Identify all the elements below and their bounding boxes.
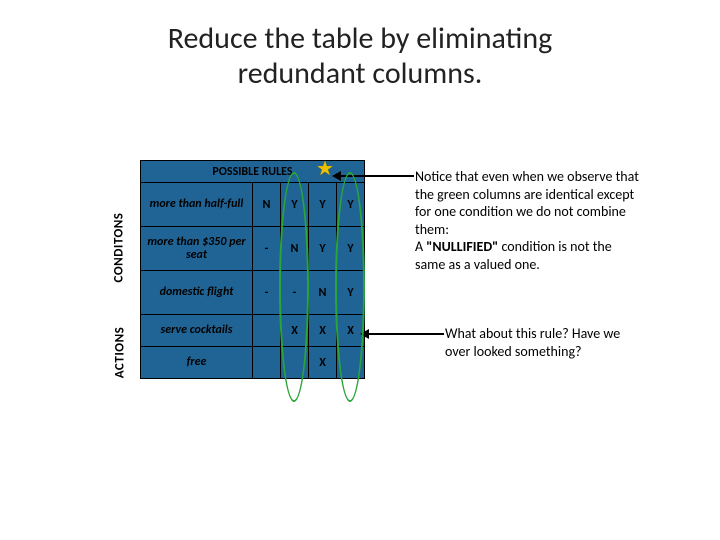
table-row: more than half-full N Y Y Y: [141, 183, 365, 227]
table-row: free X: [141, 347, 365, 379]
actions-side-label: ACTIONS: [112, 327, 127, 379]
cell: X: [309, 315, 337, 347]
row-label-cond3: domestic flight: [141, 271, 253, 315]
cell: Y: [309, 227, 337, 271]
cell: N: [253, 183, 281, 227]
highlight-ellipse-col4: [335, 172, 365, 402]
title-line1: Reduce the table by eliminating: [168, 20, 553, 57]
title-line2: redundant columns.: [238, 55, 483, 92]
row-label-cond1: more than half-full: [141, 183, 253, 227]
decision-table-diagram: ★ CONDITONS ACTIONS POSSIBLE RULES more …: [60, 160, 460, 460]
arrow-line-2: [368, 333, 444, 335]
cell: Y: [309, 183, 337, 227]
conditions-side-label: CONDITONS: [111, 213, 126, 283]
star-icon: ★: [316, 156, 334, 181]
cell: -: [253, 271, 281, 315]
row-label-cond2: more than $350 per seat: [141, 227, 253, 271]
cell: [253, 315, 281, 347]
cell: X: [309, 347, 337, 379]
table-row: serve cocktails X X X: [141, 315, 365, 347]
callout-note-1: Notice that even when we observe that th…: [415, 168, 710, 273]
table-row: domestic flight - - N Y: [141, 271, 365, 315]
cell: N: [309, 271, 337, 315]
cell: -: [253, 227, 281, 271]
row-label-act1: serve cocktails: [141, 315, 253, 347]
table-row: more than $350 per seat - N Y Y: [141, 227, 365, 271]
callout-note-2: What about this rule? Have we over looke…: [445, 325, 705, 360]
row-label-act2: free: [141, 347, 253, 379]
cell: [253, 347, 281, 379]
highlight-ellipse-col2: [279, 172, 309, 402]
decision-table: POSSIBLE RULES more than half-full N Y Y…: [140, 160, 365, 379]
